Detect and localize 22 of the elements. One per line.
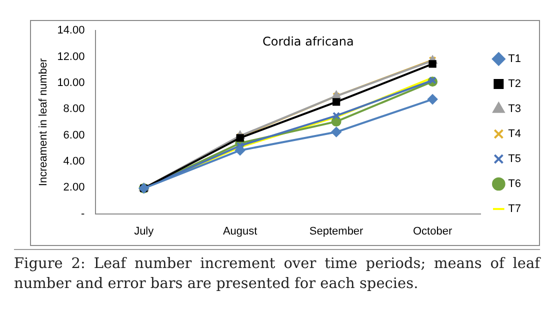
y-tick-label: -	[81, 208, 86, 220]
legend-label: T5	[508, 153, 522, 166]
y-tick-label: 14.00	[57, 24, 85, 37]
caption: Figure 2: Leaf number increment over time periods; means of leaf number and error bars are presented for each species.	[14, 255, 540, 294]
y-axis-title: Increament in leaf number	[38, 58, 50, 186]
legend-label: T4	[508, 128, 522, 140]
y-tick-label: 10.00	[57, 76, 85, 89]
chart-title: Cordia africana	[262, 34, 354, 49]
x-tick-label: August	[222, 225, 258, 238]
y-tick-label: 8.00	[63, 103, 85, 116]
legend-label: T2	[508, 78, 522, 90]
y-tick-label: 6.00	[63, 129, 85, 142]
y-tick-label: 2.00	[63, 182, 85, 194]
y-tick-label: 4.00	[63, 155, 85, 168]
legend-label: T1	[508, 53, 522, 66]
legend-label: T7	[508, 203, 522, 216]
x-tick-label: October	[412, 225, 452, 238]
y-tick-label: 12.00	[57, 50, 85, 63]
legend-label: T3	[508, 103, 522, 116]
x-tick-label: July	[134, 225, 154, 238]
legend-label: T6	[508, 178, 522, 190]
x-tick-label: September	[309, 225, 364, 238]
